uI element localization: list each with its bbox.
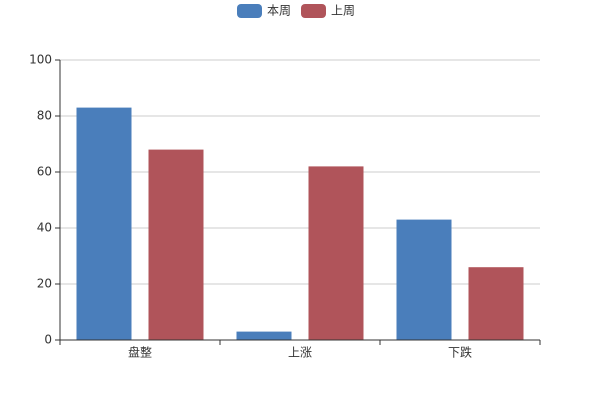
y-tick-label: 60 [37,165,52,179]
y-tick-label: 80 [37,109,52,123]
bar [236,331,292,340]
bar [148,149,204,340]
x-tick-label: 盘整 [128,345,152,360]
legend-label[interactable]: 上周 [331,4,355,18]
legend-swatch[interactable] [301,4,326,18]
x-tick-label: 下跌 [448,345,472,360]
y-tick-label: 0 [44,333,52,347]
bar [308,166,364,340]
y-tick-label: 40 [37,221,52,235]
bar [76,107,132,340]
x-tick-label: 上涨 [288,345,312,360]
legend-label[interactable]: 本周 [267,4,291,18]
bar [468,267,524,340]
y-tick-label: 100 [29,53,52,67]
bar [396,219,452,340]
legend-swatch[interactable] [237,4,262,18]
y-tick-label: 20 [37,277,52,291]
